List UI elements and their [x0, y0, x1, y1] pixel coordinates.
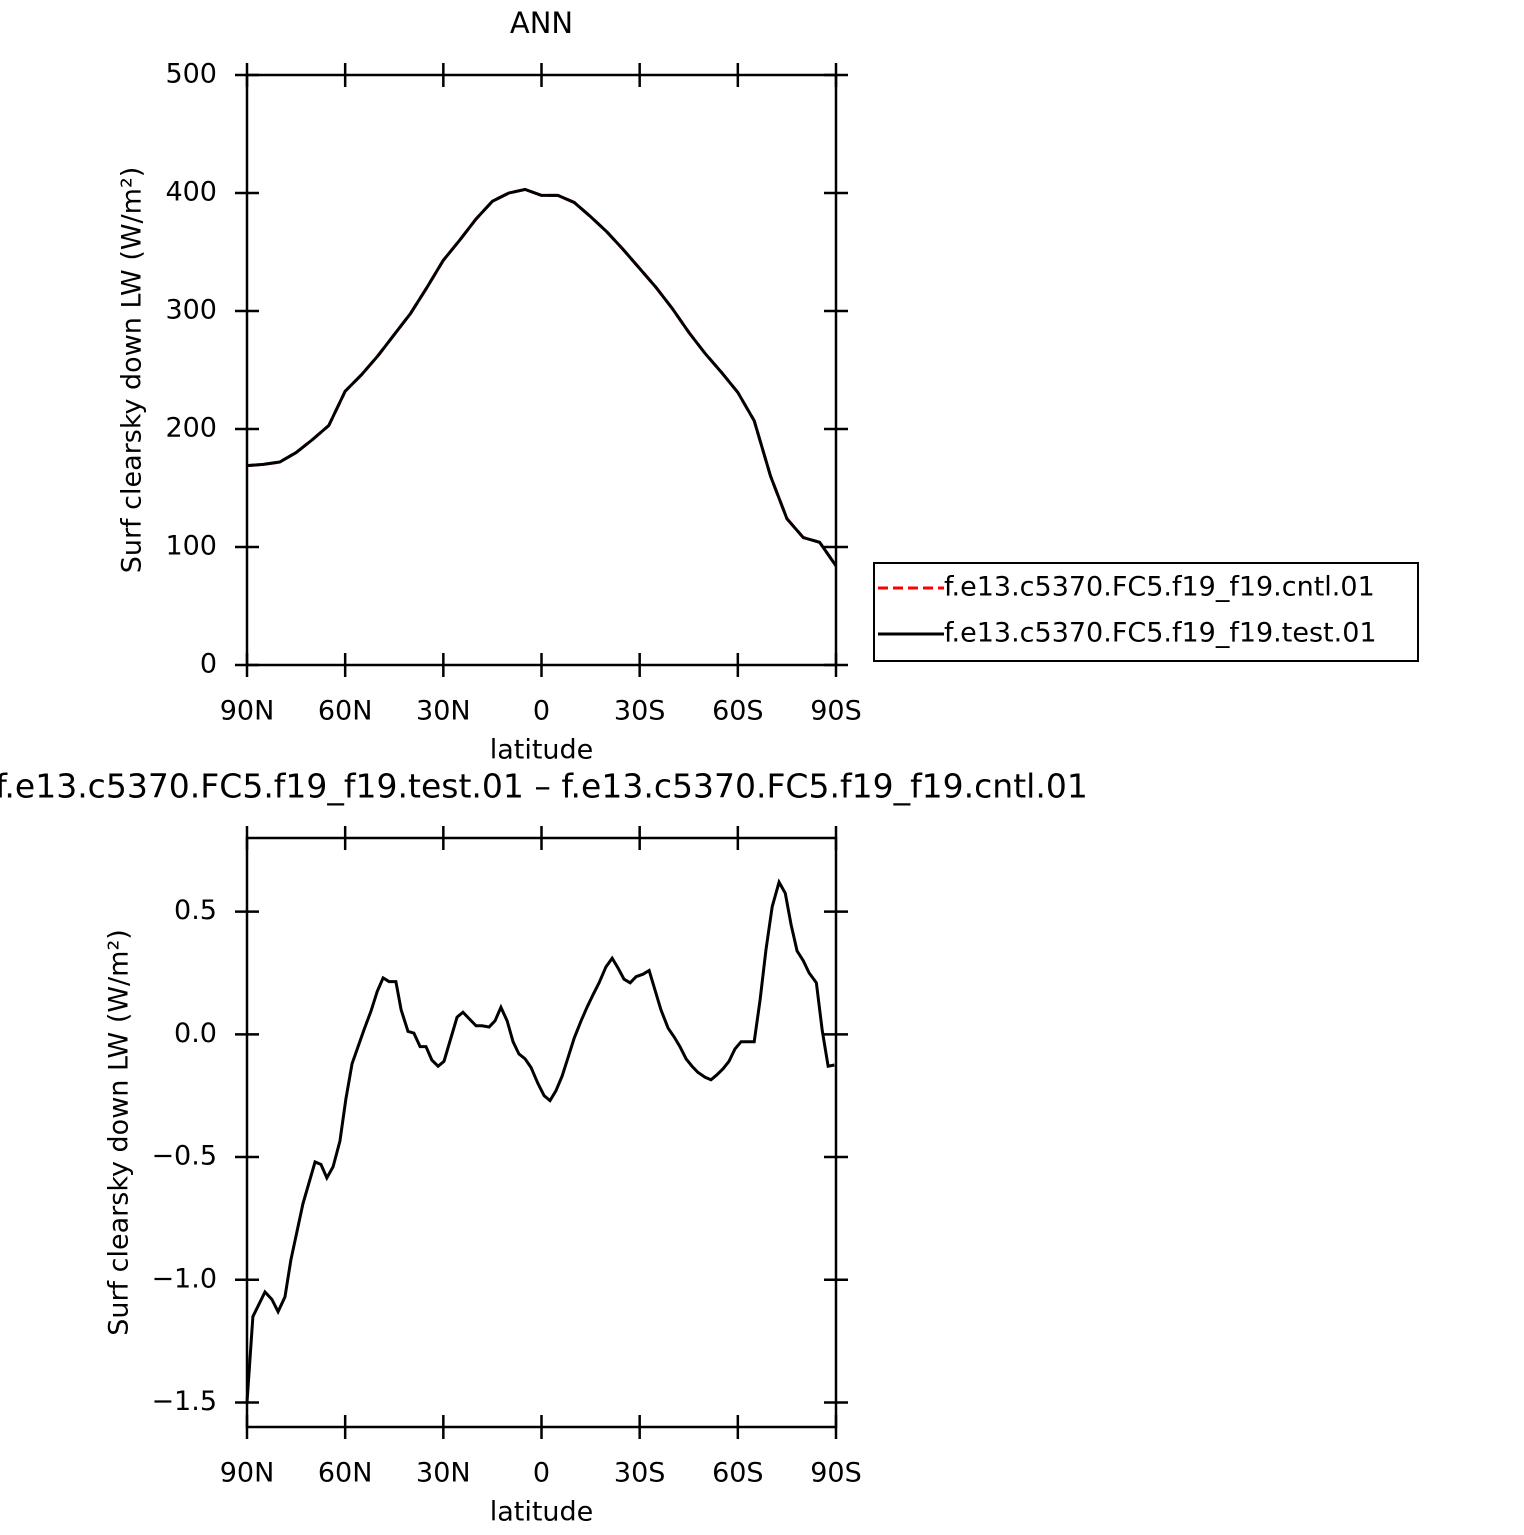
- legend-box: [873, 562, 1419, 662]
- x-tick-label: 90N: [220, 696, 275, 727]
- x-tick-label: 90S: [810, 1458, 862, 1489]
- y-tick-label: 100: [165, 531, 217, 562]
- x-axis-label: latitude: [490, 1497, 594, 1528]
- y-tick-label: 0.0: [174, 1018, 217, 1049]
- x-tick-label: 30S: [614, 1458, 666, 1489]
- x-tick-label: 0: [533, 696, 550, 727]
- chart-title: f.e13.c5370.FC5.f19_f19.test.01 – f.e13.…: [0, 767, 1088, 806]
- y-tick-label: 200: [165, 413, 217, 444]
- x-tick-label: 0: [533, 1458, 550, 1489]
- y-tick-label: 500: [165, 59, 217, 90]
- x-tick-label: 30S: [614, 696, 666, 727]
- y-tick-label: 0: [200, 649, 217, 680]
- y-tick-label: −1.5: [151, 1386, 217, 1417]
- x-tick-label: 60S: [712, 696, 764, 727]
- legend-label: f.e13.c5370.FC5.f19_f19.test.01: [944, 618, 1377, 649]
- plot-frame: [245, 836, 838, 1429]
- y-tick-label: −0.5: [151, 1141, 217, 1172]
- line-series: [246, 187, 838, 567]
- x-tick-label: 60S: [712, 1458, 764, 1489]
- y-axis-label: Surf clearsky down LW (W/m²): [104, 929, 135, 1336]
- x-tick-label: 60N: [318, 1458, 373, 1489]
- x-tick-label: 30N: [416, 696, 471, 727]
- x-tick-label: 90S: [810, 696, 862, 727]
- line-series: [246, 187, 838, 567]
- x-tick-label: 60N: [318, 696, 373, 727]
- y-tick-label: 400: [165, 177, 217, 208]
- y-tick-label: 0.5: [174, 895, 217, 926]
- legend-label: f.e13.c5370.FC5.f19_f19.cntl.01: [944, 572, 1375, 603]
- chart-title: ANN: [510, 6, 573, 40]
- plot-frame: [245, 73, 838, 667]
- line-series: [245, 878, 835, 1403]
- x-axis-label: latitude: [490, 735, 594, 766]
- x-tick-label: 90N: [220, 1458, 275, 1489]
- y-axis-label: Surf clearsky down LW (W/m²): [117, 167, 148, 574]
- x-tick-label: 30N: [416, 1458, 471, 1489]
- y-tick-label: 300: [165, 295, 217, 326]
- y-tick-label: −1.0: [151, 1263, 217, 1294]
